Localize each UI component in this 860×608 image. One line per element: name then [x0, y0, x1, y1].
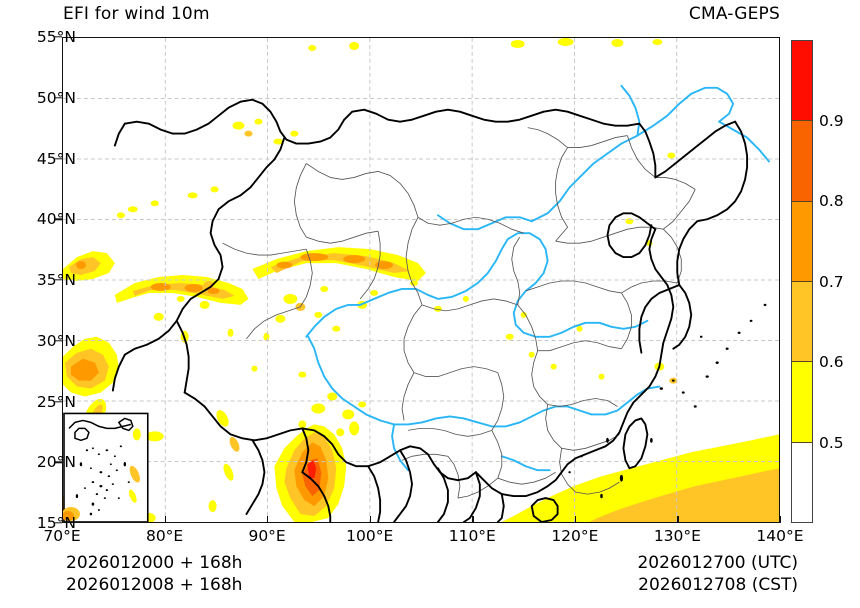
x-tick-mark: [369, 516, 372, 523]
colorbar-tick-label: 0.5: [819, 433, 844, 452]
colorbar-band-0.5-0.6: [792, 362, 812, 443]
south-china-sea-inset[interactable]: [63, 412, 149, 522]
x-tick-label: 120°E: [551, 527, 599, 545]
river-layer: [305, 84, 770, 472]
y-tick-mark: [55, 461, 62, 463]
x-tick-label: 80°E: [145, 527, 184, 545]
map-gridlines: [63, 38, 779, 522]
colorbar-band-0.8-0.9: [792, 121, 812, 202]
y-tick-mark: [55, 157, 62, 160]
x-tick-mark: [574, 516, 577, 523]
national-border-layer: [111, 98, 749, 522]
x-tick-mark: [267, 516, 269, 523]
x-tick-label: 70°E: [43, 527, 81, 545]
y-tick-mark: [55, 36, 62, 38]
map-canvas: [63, 38, 779, 522]
footer-init-time-cst: 2026012008 + 168h: [66, 575, 243, 595]
colorbar-band-0.9-1.0: [792, 41, 812, 122]
colorbar-tick-label: 0.6: [819, 353, 844, 371]
colorbar-band-below-0.5: [792, 442, 812, 522]
x-tick-label: 90°E: [248, 527, 286, 545]
x-tick-label: 110°E: [448, 527, 496, 545]
x-tick-mark: [677, 516, 679, 523]
footer-valid-time-utc: 2026012700 (UTC): [637, 553, 798, 573]
y-tick-mark: [55, 340, 62, 342]
y-tick-mark: [55, 218, 62, 220]
island-layer: [568, 303, 767, 499]
x-tick-mark: [472, 516, 474, 523]
colorbar-tick-label: 0.7: [819, 272, 844, 291]
footer-valid-time-cst: 2026012708 (CST): [638, 575, 798, 595]
x-tick-label: 130°E: [653, 527, 701, 545]
colorbar-band-0.7-0.8: [792, 201, 812, 282]
page-title: EFI for wind 10m: [63, 4, 210, 24]
y-tick-mark: [55, 279, 62, 281]
model-label: CMA-GEPS: [688, 4, 780, 24]
y-tick-mark: [55, 400, 62, 403]
x-tick-mark: [780, 516, 782, 523]
x-tick-label: 100°E: [346, 527, 394, 545]
y-tick-mark: [55, 97, 62, 99]
efi-shading-layer: [63, 38, 779, 522]
map-plot-area[interactable]: [62, 37, 780, 523]
province-border-layer: [222, 127, 696, 499]
x-tick-mark: [164, 516, 166, 523]
x-tick-mark: [62, 516, 64, 523]
colorbar-tick-label: 0.9: [819, 111, 844, 130]
y-tick-mark: [55, 522, 62, 524]
colorbar-tick-label: 0.8: [819, 192, 844, 210]
colorbar[interactable]: [791, 40, 813, 523]
x-tick-label: 140°E: [756, 527, 804, 545]
footer-init-time-utc: 2026012000 + 168h: [66, 553, 243, 573]
colorbar-band-0.6-0.7: [792, 281, 812, 363]
